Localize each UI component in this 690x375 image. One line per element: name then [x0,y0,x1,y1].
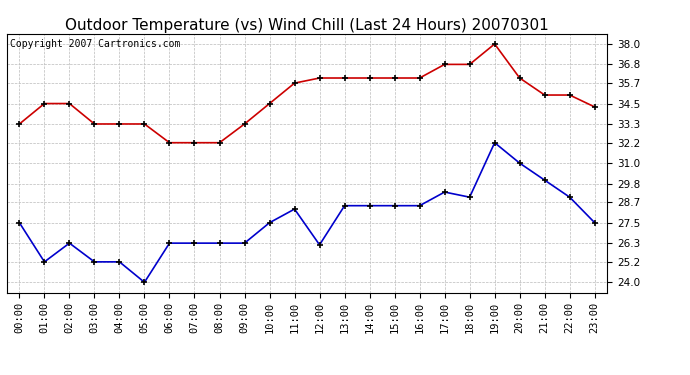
Text: Copyright 2007 Cartronics.com: Copyright 2007 Cartronics.com [10,39,180,49]
Title: Outdoor Temperature (vs) Wind Chill (Last 24 Hours) 20070301: Outdoor Temperature (vs) Wind Chill (Las… [65,18,549,33]
